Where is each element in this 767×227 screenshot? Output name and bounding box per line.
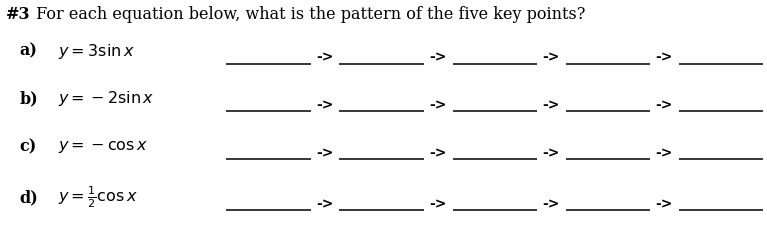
Text: $y = -\cos x$: $y = -\cos x$ [58,138,148,155]
Text: ->: -> [316,99,334,113]
Text: b): b) [19,90,38,107]
Text: ->: -> [656,146,673,160]
Text: For each equation below, what is the pattern of the five key points?: For each equation below, what is the pat… [31,6,586,23]
Text: d): d) [19,189,38,206]
Text: ->: -> [542,51,560,65]
Text: ->: -> [316,51,334,65]
Text: ->: -> [656,51,673,65]
Text: ->: -> [656,99,673,113]
Text: ->: -> [542,197,560,211]
Text: $y = \frac{1}{2}\cos x$: $y = \frac{1}{2}\cos x$ [58,185,137,210]
Text: ->: -> [316,197,334,211]
Text: ->: -> [430,146,447,160]
Text: ->: -> [542,99,560,113]
Text: a): a) [19,43,37,59]
Text: ->: -> [656,197,673,211]
Text: ->: -> [430,99,447,113]
Text: ->: -> [430,51,447,65]
Text: $y = -2\sin x$: $y = -2\sin x$ [58,89,154,108]
Text: ->: -> [542,146,560,160]
Text: c): c) [19,138,36,155]
Text: ->: -> [316,146,334,160]
Text: #3: #3 [6,6,31,23]
Text: $y = 3\sin x$: $y = 3\sin x$ [58,42,134,61]
Text: ->: -> [430,197,447,211]
